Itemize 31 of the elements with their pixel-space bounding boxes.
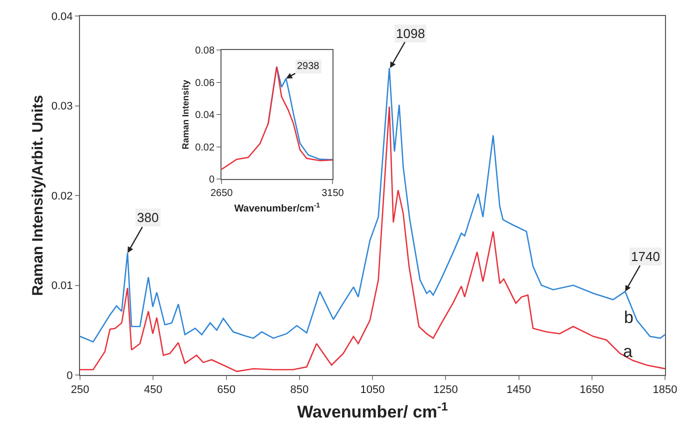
y-axis-title: Raman Intensity xyxy=(180,80,190,150)
x-axis-title: Wavenumber/ cm$^{-1}$ xyxy=(297,399,448,422)
y-tick-label: 0.02 xyxy=(51,190,73,202)
x-tick-label: 1450 xyxy=(506,384,531,396)
series-label: a xyxy=(623,342,633,361)
x-tick-label: 3150 xyxy=(322,188,344,199)
x-tick-label: 1650 xyxy=(580,384,604,396)
y-tick-label: 0.01 xyxy=(51,280,73,292)
y-tick-label: 0 xyxy=(66,370,73,382)
x-tick-label: 850 xyxy=(290,384,309,396)
y-tick-label: 0.06 xyxy=(195,78,216,89)
y-tick-label: 0.04 xyxy=(195,110,216,122)
annotation: 380 xyxy=(137,210,159,225)
x-tick-label: 1050 xyxy=(360,384,385,396)
annotation: 2938 xyxy=(297,61,320,72)
x-tick-label: 650 xyxy=(217,384,236,396)
series-label: b xyxy=(624,308,634,327)
y-tick-label: 0.02 xyxy=(195,142,216,154)
x-tick-label: 1250 xyxy=(433,384,458,396)
y-tick-label: 0.04 xyxy=(51,10,73,23)
y-tick-label: 0 xyxy=(209,174,216,186)
annotation: 1098 xyxy=(396,26,425,41)
annotation: 1740 xyxy=(631,249,660,264)
x-axis-title: Wavenumber/cm$^{-1}$ xyxy=(234,202,320,214)
y-tick-label: 0.08 xyxy=(195,46,216,57)
x-tick-label: 450 xyxy=(144,384,162,396)
x-tick-label: 1850 xyxy=(652,384,678,396)
x-tick-label: 2650 xyxy=(210,188,234,199)
y-axis-title: Raman Intensity/Arbit. Units xyxy=(30,95,47,296)
y-tick-label: 0.03 xyxy=(51,100,73,113)
x-tick-label: 250 xyxy=(70,384,90,396)
